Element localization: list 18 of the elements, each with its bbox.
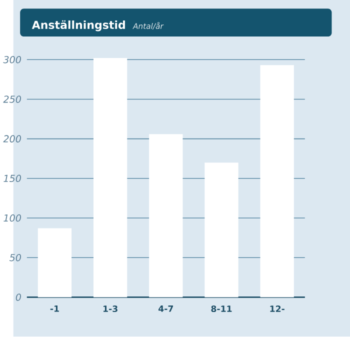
y-tick-label: 200 [3,135,22,143]
y-tick-label: 0 [16,294,22,301]
bar [204,162,238,298]
x-tick-label: -1 [50,306,59,312]
y-tick-label: 50 [9,254,22,262]
y-tick-label: 150 [4,174,22,182]
bar [260,65,294,298]
x-tick-label: 4-7 [158,306,174,312]
y-tick-label: 250 [3,96,22,104]
x-tick-label: 1-3 [103,306,118,312]
bar [93,58,128,298]
y-tick-label: 100 [4,214,22,222]
x-tick-label: 12- [270,306,284,312]
x-tick-label: 8-11 [211,306,232,312]
y-tick-label: 300 [3,56,22,64]
bar [38,228,72,298]
chart-title: Anställningstid [32,20,125,32]
bar [149,134,183,298]
